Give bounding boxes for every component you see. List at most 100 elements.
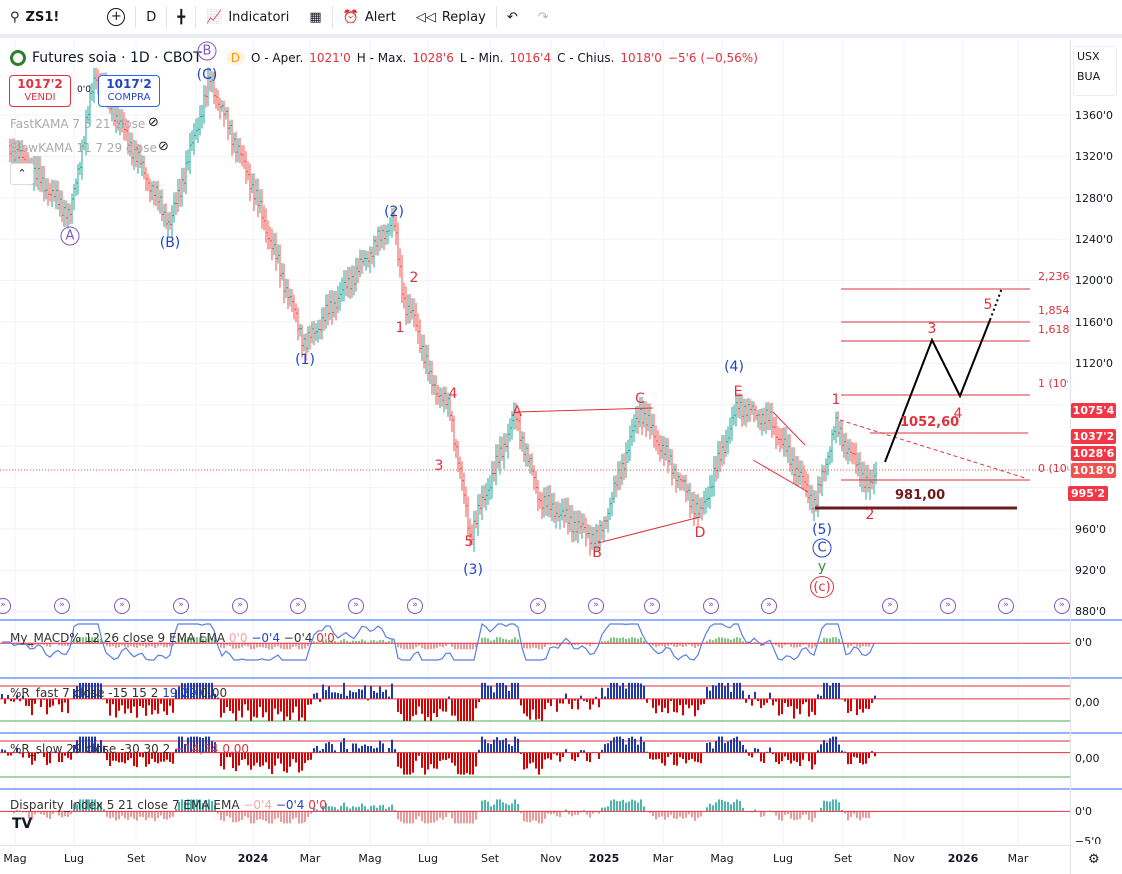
wave-label: A [60,226,80,246]
event-marker-icon[interactable]: » [114,598,130,614]
wave-label: (B) [159,235,181,251]
disparity-legend[interactable]: Disparity_Index 5 21 close 7 EMA EMA −0'… [10,798,327,812]
wave-label: 1 [831,392,841,408]
event-marker-icon[interactable]: » [407,598,423,614]
price-tick: 1240'0 [1075,233,1114,246]
event-marker-icon[interactable]: » [232,598,248,614]
price-tick: 960'0 [1075,523,1107,536]
search-icon: ⚲ [10,9,20,25]
event-marker-icon[interactable]: » [998,598,1014,614]
alarm-icon: ⏰ [342,9,359,25]
event-marker-icon[interactable]: » [530,598,546,614]
price-tick: 1360'0 [1075,109,1114,122]
symbol-title: Futures soia · 1D · CBOT [32,50,202,66]
redo-button[interactable]: ↷ [528,2,559,32]
time-tick: Nov [540,852,562,865]
divider [135,6,137,28]
divider [195,6,197,28]
pane-axis-value: −5'0 [1075,835,1102,844]
buy-button[interactable]: 1017'2 COMPRA [98,75,160,107]
time-tick: 2026 [947,852,979,865]
event-marker-icon[interactable]: » [54,598,70,614]
time-tick: Mag [358,852,382,865]
rslow-legend[interactable]: %R_slow 29 close -30 30 2 −14,34 0,00 [10,742,250,756]
price-tick: 1200'0 [1075,274,1114,287]
collapse-legend-button[interactable]: ⌃ [10,163,34,185]
delayed-badge[interactable]: D [225,51,245,65]
pane-axis-value: 0,00 [1075,752,1100,765]
projection-path [884,319,991,463]
fast-kama-legend[interactable]: FastKAMA 7 5 21 close [10,117,146,131]
axis-divider [0,845,1070,846]
event-marker-icon[interactable]: » [882,598,898,614]
event-marker-icon[interactable]: » [290,598,306,614]
tradingview-logo: TV [12,816,33,832]
wave-label: (4) [724,359,744,375]
time-tick: Set [833,852,853,865]
interval-button[interactable]: D [146,9,157,25]
event-marker-icon[interactable]: » [0,598,11,614]
event-marker-icon[interactable]: » [761,598,777,614]
fib-level-label: 1,854 [1038,304,1070,317]
eye-crossed-icon[interactable]: ⊘ [158,139,169,154]
compare-button[interactable]: + [97,2,135,32]
price-tick: 920'0 [1075,564,1107,577]
wave-label: E [733,384,743,400]
wave-label: (3) [463,562,483,578]
wave-label: 5 [983,297,993,313]
wave-label: B [592,545,602,561]
price-tick: 1160'0 [1075,316,1114,329]
trend-line [597,516,701,544]
symbol-logo-icon [10,50,26,66]
event-marker-icon[interactable]: » [348,598,364,614]
indicators-button[interactable]: 📈 Indicatori [206,9,290,25]
indicators-icon: 📈 [206,9,223,25]
wave-label: (C) [196,67,218,83]
time-tick: Mag [710,852,734,865]
currency-unit-selector[interactable]: USX BUA [1073,46,1117,96]
event-marker-icon[interactable]: » [173,598,189,614]
pane-axis-value: 0'0 [1075,805,1093,818]
event-marker-icon[interactable]: » [644,598,660,614]
sell-button[interactable]: 1017'2 VENDI [9,75,71,107]
event-marker-icon[interactable]: » [1054,598,1070,614]
time-tick: Lug [418,852,438,865]
rfast-legend[interactable]: %R_fast 7 close -15 15 2 19,29 0,00 [10,686,228,700]
slow-kama-legend[interactable]: SlowKAMA 11 7 29 close [10,141,157,155]
price-tick: 1120'0 [1075,357,1114,370]
settings-icon[interactable]: ⚙ [1088,852,1100,867]
event-marker-icon[interactable]: » [940,598,956,614]
time-tick: Nov [185,852,207,865]
fib-level-label: 0 (100 [1038,462,1068,475]
symbol-search[interactable]: ⚲ ZS1! [10,9,60,25]
eye-crossed-icon[interactable]: ⊘ [148,115,159,130]
wave-label: 1 [395,320,405,336]
undo-button[interactable]: ↶ [497,2,528,32]
wave-label: C [635,391,645,407]
redo-icon: ↷ [537,9,549,25]
macd-legend[interactable]: My_MACD% 12 26 close 9 EMA EMA 0'0 −0'4 … [10,631,335,645]
chart-type-button[interactable]: ╋ [167,2,195,32]
pane-axis-value: 0,00 [1075,696,1100,709]
wave-label: 3 [927,321,937,337]
fib-level-label: 2,236 [1038,270,1070,283]
support-label: 981,00 [895,488,946,503]
time-tick: Mar [299,852,321,865]
axis-divider [1070,40,1071,874]
price-tick: 880'0 [1075,605,1107,618]
event-marker-icon[interactable]: » [588,598,604,614]
plus-circle-icon: + [107,8,126,26]
rewind-icon: ◁◁ [415,9,436,25]
fib-level-label: 1,618 [1038,323,1070,336]
event-marker-icon[interactable]: » [703,598,719,614]
time-tick: Nov [893,852,915,865]
time-tick: Mar [1007,852,1029,865]
layouts-button[interactable]: ▦ [299,2,331,32]
wave-label: y [817,559,827,575]
wave-label: (2) [384,204,404,220]
alert-button[interactable]: ⏰ Alert [342,9,396,25]
macd-line [2,622,875,661]
replay-button[interactable]: ◁◁ Replay [415,9,486,25]
undo-icon: ↶ [506,9,518,25]
price-tag: 1037'2 [1071,429,1116,444]
